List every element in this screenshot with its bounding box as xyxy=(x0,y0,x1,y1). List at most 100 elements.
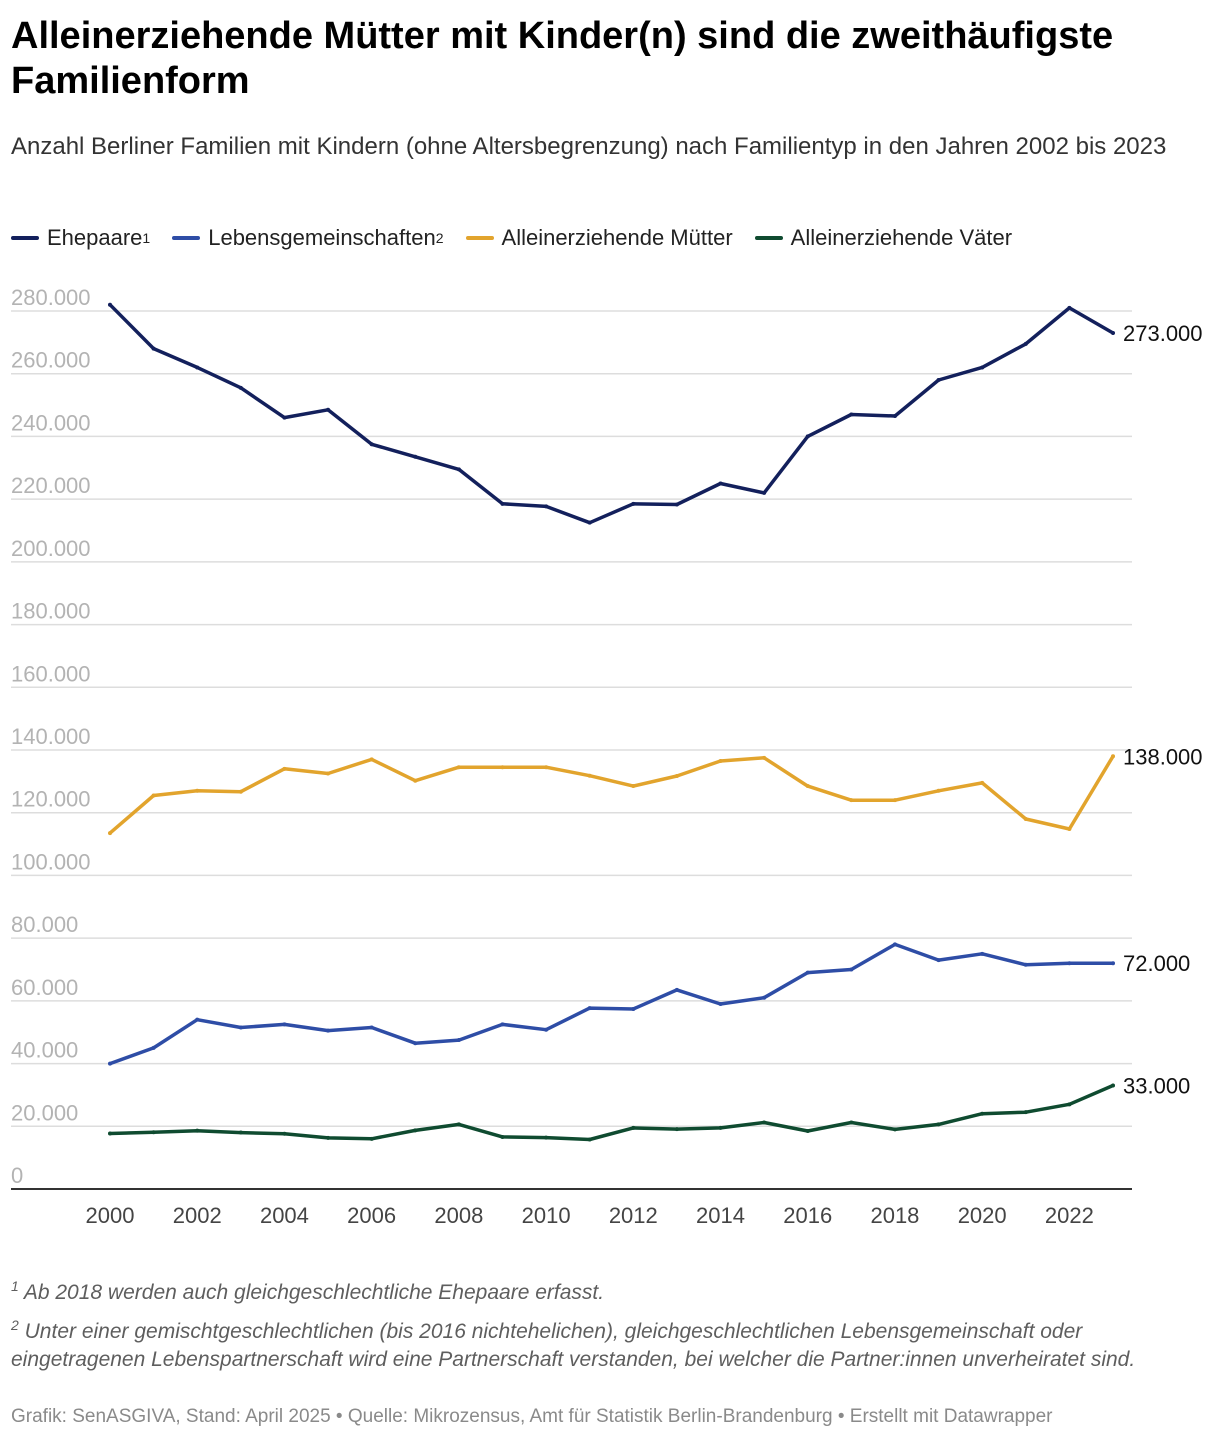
data-point xyxy=(326,407,331,412)
data-point xyxy=(326,771,331,776)
y-tick-label: 240.000 xyxy=(11,410,91,435)
data-point xyxy=(1023,962,1028,967)
data-point xyxy=(674,774,679,779)
data-point xyxy=(500,501,505,506)
data-point xyxy=(762,755,767,760)
data-point xyxy=(631,784,636,789)
y-tick-label: 0 xyxy=(11,1163,23,1188)
y-tick-label: 40.000 xyxy=(11,1038,78,1063)
footnote-2-text: Unter einer gemischtgeschlechtlichen (bi… xyxy=(11,1320,1136,1371)
legend-swatch-muetter xyxy=(465,236,494,240)
x-tick-label: 2008 xyxy=(434,1203,483,1228)
end-label-1: 273.000 xyxy=(1123,321,1203,346)
data-point xyxy=(108,831,112,836)
y-tick-label: 200.000 xyxy=(11,536,91,561)
x-tick-label: 2004 xyxy=(260,1203,309,1228)
data-point xyxy=(892,798,897,803)
data-point xyxy=(587,773,592,778)
y-tick-label: 120.000 xyxy=(11,787,91,812)
data-point xyxy=(718,1125,723,1130)
data-point xyxy=(936,1122,941,1127)
data-point xyxy=(805,784,810,789)
legend-sup-lebensgemeinschaften: 2 xyxy=(435,230,444,246)
x-tick-label: 2010 xyxy=(522,1203,571,1228)
data-point xyxy=(674,1127,679,1132)
footnote-1-mark: 1 xyxy=(11,1278,19,1294)
data-point xyxy=(151,1130,156,1135)
x-tick-label: 2014 xyxy=(696,1203,745,1228)
y-tick-label: 140.000 xyxy=(11,724,91,749)
data-point xyxy=(544,1027,549,1032)
data-point xyxy=(369,1136,374,1141)
end-label-4: 33.000 xyxy=(1123,1074,1190,1099)
chart-title: Alleinerziehende Mütter mit Kinder(n) si… xyxy=(11,15,1114,102)
data-point xyxy=(892,942,897,947)
data-point xyxy=(936,958,941,963)
data-point xyxy=(718,1001,723,1006)
data-point xyxy=(1023,341,1028,346)
data-point xyxy=(1067,961,1072,966)
data-point xyxy=(674,987,679,992)
data-point xyxy=(980,1111,985,1116)
data-point xyxy=(326,1028,331,1033)
legend-item-ehepaare: Ehepaare 1 xyxy=(11,225,150,251)
legend-swatch-ehepaare xyxy=(11,236,39,240)
data-point xyxy=(1067,305,1072,310)
data-point xyxy=(282,766,287,771)
chart-subtitle: Anzahl Berliner Familien mit Kindern (oh… xyxy=(11,133,1167,160)
x-tick-label: 2016 xyxy=(783,1203,832,1228)
data-point xyxy=(282,1022,287,1027)
data-point xyxy=(718,758,723,763)
data-point xyxy=(1023,1110,1028,1115)
legend-label-lebensgemeinschaften: Lebensgemeinschaften xyxy=(208,225,436,250)
data-point xyxy=(108,302,112,307)
series-line-4 xyxy=(108,1083,1115,1142)
y-tick-label: 280.000 xyxy=(11,285,91,310)
x-tick-label: 2018 xyxy=(870,1203,919,1228)
data-point xyxy=(500,1134,505,1139)
series-lines xyxy=(108,302,1115,1142)
y-tick-label: 100.000 xyxy=(11,849,91,874)
data-point xyxy=(500,1022,505,1027)
legend-swatch-lebensgemeinschaften xyxy=(172,236,201,240)
data-point xyxy=(195,788,200,793)
data-point xyxy=(369,757,374,762)
data-point xyxy=(718,481,723,486)
data-point xyxy=(108,1061,112,1066)
data-point xyxy=(762,995,767,1000)
data-point xyxy=(195,1017,200,1022)
y-tick-label: 160.000 xyxy=(11,661,91,686)
data-point xyxy=(456,467,461,472)
series-line-1 xyxy=(108,302,1115,525)
data-point xyxy=(544,504,549,509)
data-point xyxy=(326,1135,331,1140)
data-point xyxy=(456,765,461,770)
legend-sup-ehepaare: 1 xyxy=(142,230,151,246)
data-point xyxy=(544,765,549,770)
legend-label-ehepaare: Ehepaare xyxy=(47,225,143,250)
x-tick-label: 2002 xyxy=(173,1203,222,1228)
footnote-1-text: Ab 2018 werden auch gleichgeschlechtlich… xyxy=(23,1281,605,1304)
data-point xyxy=(151,346,156,351)
legend-item-lebensgemeinschaften: Lebensgemeinschaften 2 xyxy=(172,225,444,251)
data-point xyxy=(805,434,810,439)
data-point xyxy=(456,1122,461,1127)
legend: Ehepaare 1 Lebensgemeinschaften 2 Alleiner… xyxy=(11,222,1034,254)
data-point xyxy=(456,1038,461,1043)
legend-item-vaeter: Alleinerziehende Väter xyxy=(754,225,1012,251)
legend-item-muetter: Alleinerziehende Mütter xyxy=(465,225,733,251)
data-point xyxy=(892,1127,897,1132)
footnotes: 1 Ab 2018 werden auch gleichgeschlechtli… xyxy=(11,1272,1201,1378)
data-point xyxy=(587,1006,592,1011)
data-point xyxy=(195,365,200,370)
end-label-2: 72.000 xyxy=(1123,951,1190,976)
data-point xyxy=(1023,816,1028,821)
data-point xyxy=(238,385,243,390)
x-tick-label: 2006 xyxy=(347,1203,396,1228)
legend-label-muetter: Alleinerziehende Mütter xyxy=(501,225,733,250)
data-point xyxy=(238,789,243,794)
data-point xyxy=(413,1128,418,1133)
series-line-2 xyxy=(108,942,1115,1066)
data-point xyxy=(980,951,985,956)
data-point xyxy=(369,1025,374,1030)
